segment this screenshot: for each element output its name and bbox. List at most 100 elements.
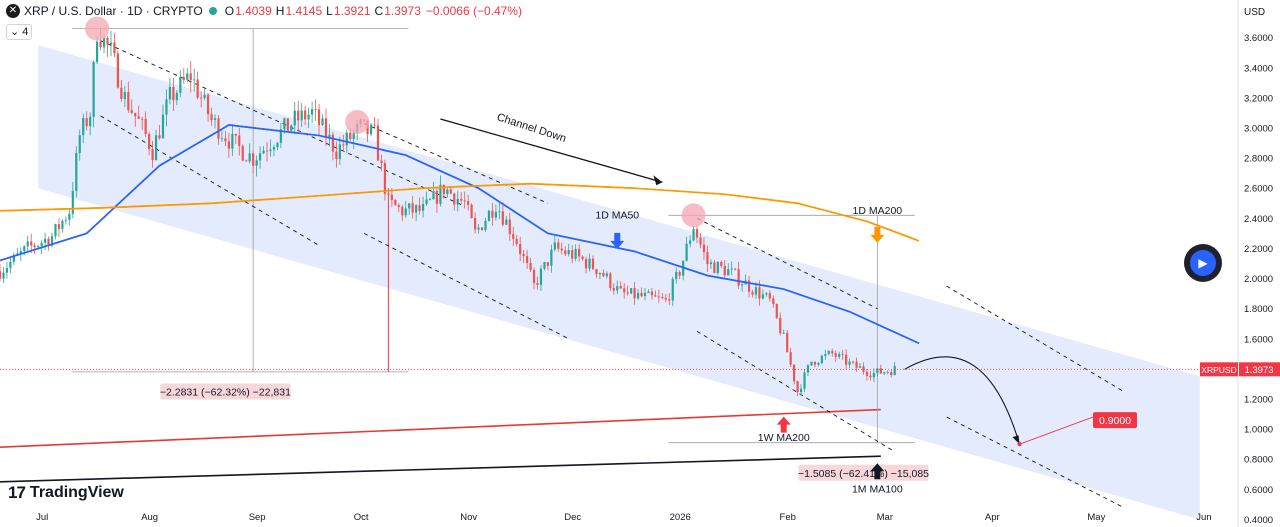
annotation-1: 1D MA50 <box>595 209 639 221</box>
y-tick-label: 1.6000 <box>1244 334 1273 345</box>
x-tick-label: Nov <box>460 512 477 523</box>
candle-body <box>373 124 376 126</box>
candle-body <box>546 262 550 266</box>
annotation-0: Channel Down <box>495 111 567 145</box>
candle-body <box>245 160 248 162</box>
candle-body <box>640 292 643 297</box>
candle-body <box>64 219 67 221</box>
candle-body <box>99 41 102 48</box>
candle-body <box>61 220 64 229</box>
candle-body <box>789 352 792 365</box>
candle-body <box>109 42 113 45</box>
price-tag-symbol: XRPUSD <box>1201 365 1236 375</box>
candle-body <box>619 286 622 289</box>
channel-dashed-line-7 <box>946 416 1124 508</box>
channel-down-band <box>38 45 1200 520</box>
candle-body <box>40 242 43 247</box>
candle-body <box>30 241 33 246</box>
price-tag-symbol-bg <box>1200 362 1238 377</box>
candle-body <box>154 135 158 161</box>
candle-body <box>113 42 116 54</box>
series-line-3 <box>0 455 881 483</box>
candle-body <box>810 361 813 366</box>
candle-body <box>234 133 237 136</box>
candle-body <box>813 361 817 365</box>
candle-body <box>734 268 737 270</box>
candle-body <box>779 317 782 334</box>
candle-body <box>311 109 314 115</box>
candle-body <box>761 294 765 299</box>
candle-body <box>283 118 286 130</box>
candle-body <box>43 238 47 243</box>
channel-arrow-head <box>653 175 663 186</box>
candle-body <box>890 372 893 376</box>
play-icon: ▶ <box>1198 256 1208 270</box>
candle-body <box>338 144 341 160</box>
change-value: −0.0066 (−0.47%) <box>425 4 522 18</box>
candle-body <box>567 250 570 255</box>
candle-body <box>581 256 584 260</box>
candle-body <box>574 248 577 259</box>
candle-body <box>227 141 230 149</box>
candle-body <box>623 288 626 293</box>
candle-body <box>224 138 227 142</box>
candle-body <box>252 153 255 166</box>
candle-body <box>71 190 74 214</box>
candle-body <box>293 110 296 126</box>
x-tick-label: Aug <box>141 512 158 523</box>
candle-body <box>571 250 574 259</box>
candle-body <box>654 295 657 297</box>
channel-dashed-line-0 <box>100 40 465 207</box>
candle-body <box>723 265 726 276</box>
price-axis-panel <box>1238 0 1280 527</box>
candle-body <box>5 268 9 273</box>
candle-body <box>754 287 758 295</box>
candle-body <box>661 296 664 298</box>
symbol-header: ✕ XRP / U.S. Dollar · 1D · CRYPTO O 1.403… <box>6 4 522 18</box>
candle-body <box>75 153 78 191</box>
y-tick-label: 0.8000 <box>1244 455 1273 466</box>
tradingview-logo[interactable]: 17 TradingView <box>8 483 124 503</box>
candle-body <box>498 211 501 213</box>
candle-body <box>716 261 719 274</box>
low-value: 1.3921 <box>333 4 371 18</box>
candle-body <box>477 227 480 230</box>
replay-button[interactable]: ▶ <box>1184 244 1222 282</box>
candle-body <box>453 193 456 205</box>
ma50-arrow-icon <box>610 232 625 249</box>
indicators-toggle[interactable]: ⌄ 4 <box>6 24 33 40</box>
candle-body <box>845 354 848 365</box>
candle-body <box>290 125 293 131</box>
candle-body <box>213 118 217 120</box>
candle-body <box>262 150 265 154</box>
candle-body <box>206 94 210 115</box>
candle-body <box>786 332 789 353</box>
indicator-count: 4 <box>22 26 29 38</box>
candle-body <box>265 150 269 152</box>
x-tick-label: Feb <box>780 512 796 523</box>
candle-body <box>203 94 206 98</box>
candle-body <box>116 53 120 88</box>
series-line-2 <box>0 408 881 448</box>
market-status-dot-icon <box>208 7 217 15</box>
price-tag-value-bg <box>1239 362 1280 377</box>
candle-body <box>158 135 161 139</box>
candle-body <box>425 199 428 205</box>
candle-body <box>564 250 567 255</box>
candle-body <box>591 258 595 270</box>
candle-body <box>512 234 515 239</box>
candle-body <box>782 332 785 334</box>
candle-body <box>328 134 331 138</box>
candle-body <box>678 271 681 276</box>
candle-body <box>657 296 660 298</box>
candle-body <box>751 291 754 295</box>
candle-body <box>460 198 463 201</box>
candle-body <box>435 190 439 204</box>
candle-body <box>102 37 106 48</box>
candle-body <box>172 86 175 101</box>
candle-body <box>321 118 324 126</box>
symbol-title[interactable]: XRP / U.S. Dollar · 1D · CRYPTO <box>24 4 203 18</box>
candle-body <box>404 208 407 216</box>
candle-body <box>50 236 54 246</box>
